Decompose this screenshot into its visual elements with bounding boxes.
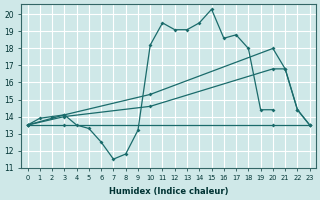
X-axis label: Humidex (Indice chaleur): Humidex (Indice chaleur) <box>109 187 228 196</box>
